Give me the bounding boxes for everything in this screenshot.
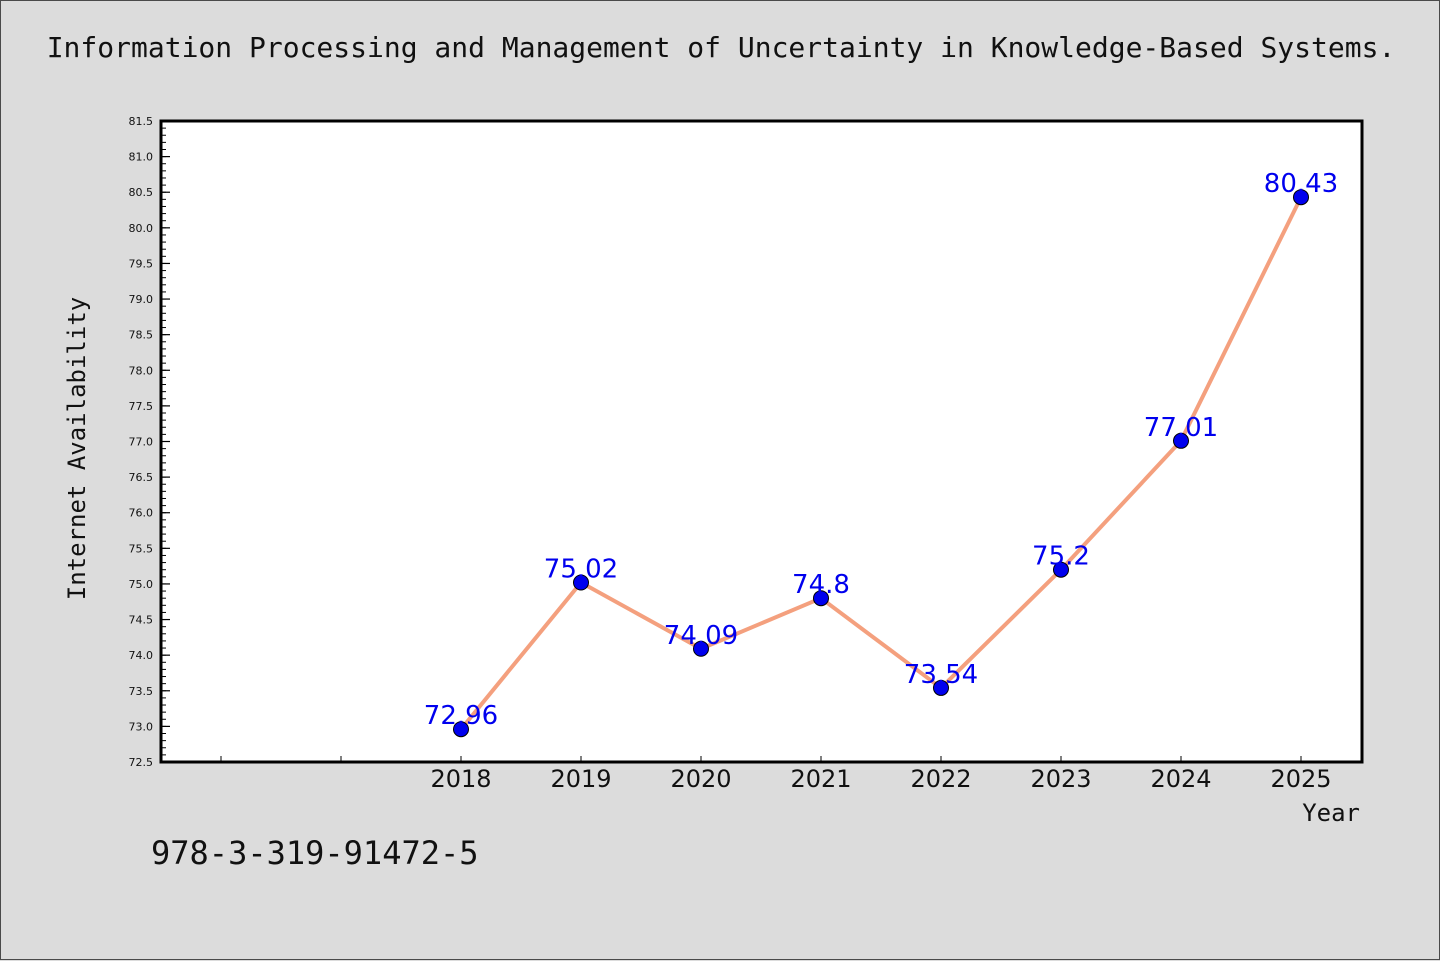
data-label: 75.02 xyxy=(544,555,618,585)
chart-title: Information Processing and Management of… xyxy=(46,31,1396,64)
y-tick-label: 76.5 xyxy=(129,471,154,484)
data-label: 80.43 xyxy=(1264,169,1338,199)
series-line xyxy=(459,196,1303,731)
y-axis-label: Internet Availability xyxy=(63,297,91,600)
y-tick-label: 75.0 xyxy=(129,578,154,591)
x-tick-label: 2022 xyxy=(910,765,971,793)
data-point xyxy=(693,640,709,657)
data-point xyxy=(573,574,589,591)
series-internet-availability xyxy=(453,189,1309,738)
x-tick-label: 2021 xyxy=(790,765,851,793)
x-tick-label: 2025 xyxy=(1270,765,1331,793)
y-tick-label: 80.0 xyxy=(129,222,154,235)
y-axis-ticks: 72.5 73.0 73.5 74.0 74.5 75.0 75.5 76.0 76.5 77.0… xyxy=(129,115,170,769)
data-label: 72.96 xyxy=(424,701,498,731)
y-tick-label: 80.5 xyxy=(129,186,154,199)
y-tick-label: 73.0 xyxy=(129,720,154,733)
x-axis-label: Year xyxy=(1302,799,1360,827)
data-label: 77.01 xyxy=(1144,413,1218,443)
data-point xyxy=(1173,432,1189,449)
y-tick-label: 75.5 xyxy=(129,542,154,555)
y-tick-label: 74.5 xyxy=(129,614,154,627)
y-tick-label: 81.0 xyxy=(129,151,154,164)
data-point xyxy=(813,590,829,607)
data-point xyxy=(1053,561,1069,578)
y-tick-label: 76.0 xyxy=(129,507,154,520)
y-tick-label: 74.0 xyxy=(129,649,154,662)
data-labels: 72.96 75.02 74.09 74.8 73.54 75.2 77.01 80.43 xyxy=(424,169,1338,731)
x-tick-label: 2024 xyxy=(1150,765,1211,793)
y-tick-label: 72.5 xyxy=(129,756,154,769)
y-tick-label: 79.0 xyxy=(129,293,154,306)
x-tick-label: 2018 xyxy=(430,765,491,793)
isbn-footnote: 978-3-319-91472-5 xyxy=(151,834,479,872)
y-tick-label: 81.5 xyxy=(129,115,154,128)
y-tick-label: 73.5 xyxy=(129,685,154,698)
x-axis-ticks: 2018 2019 2020 2021 2022 2023 2024 2025 xyxy=(220,756,1332,793)
y-tick-label: 77.0 xyxy=(129,436,154,449)
x-tick-label: 2023 xyxy=(1030,765,1091,793)
y-tick-label: 79.5 xyxy=(129,257,154,270)
y-tick-label: 78.0 xyxy=(129,364,154,377)
data-point xyxy=(933,679,949,696)
data-label: 74.09 xyxy=(664,621,738,651)
x-tick-label: 2019 xyxy=(550,765,611,793)
data-label: 75.2 xyxy=(1032,542,1090,572)
x-tick-label: 2020 xyxy=(670,765,731,793)
plot-area xyxy=(159,119,1364,764)
y-tick-label: 77.5 xyxy=(129,400,154,413)
data-label: 73.54 xyxy=(904,660,978,690)
data-point xyxy=(453,721,469,738)
y-tick-label: 78.5 xyxy=(129,329,154,342)
data-point xyxy=(1293,189,1309,206)
data-label: 74.8 xyxy=(792,570,850,600)
